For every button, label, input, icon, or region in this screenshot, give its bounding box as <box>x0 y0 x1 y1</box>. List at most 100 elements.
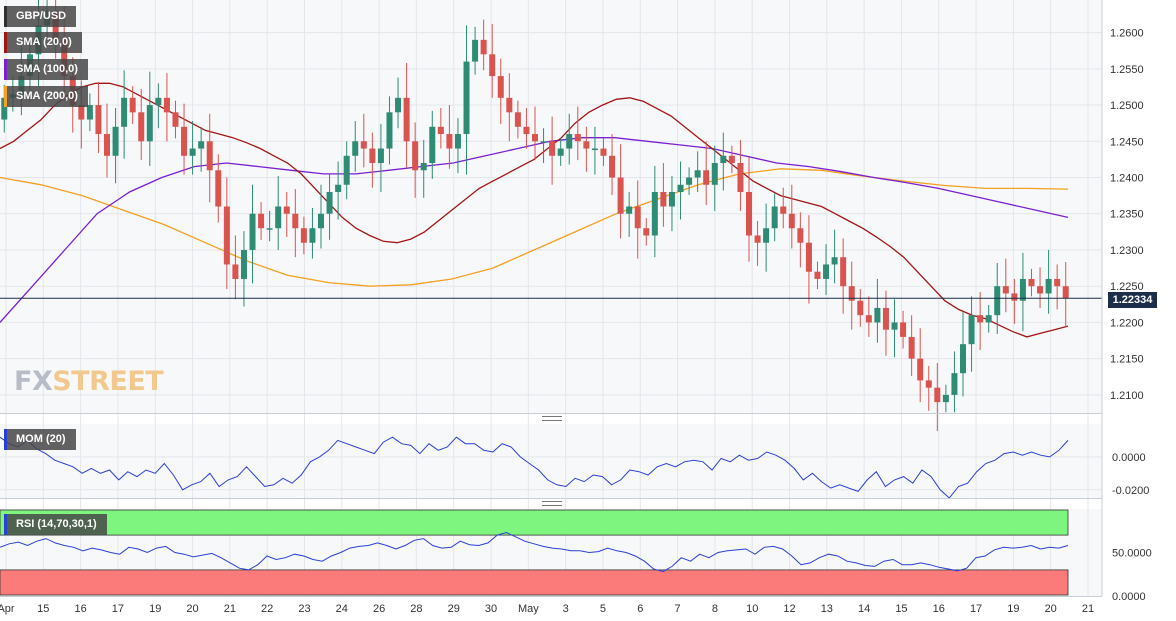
candle-body <box>129 97 136 113</box>
candle-body <box>549 141 556 156</box>
candle <box>917 328 924 403</box>
candle <box>352 121 359 172</box>
candle <box>335 161 342 220</box>
candle <box>1011 278 1018 324</box>
candle-body <box>104 134 110 156</box>
candle-body <box>532 134 538 142</box>
last-price-tag: 1.22334 <box>1108 292 1157 308</box>
candle <box>112 107 119 184</box>
candle-body <box>61 39 68 77</box>
candle-body <box>377 148 384 164</box>
candle <box>848 261 855 330</box>
x-tick-label: May <box>518 603 539 615</box>
candlestick-series <box>1 0 1069 432</box>
x-tick-label: 19 <box>149 603 161 615</box>
candle <box>591 126 598 175</box>
candle-body <box>343 155 350 185</box>
candle-body <box>480 39 487 55</box>
x-axis-labels: Apr 15 16 17 19 20 21 22 23 24 26 28 29 30 May 3 5 6 7 8 10 1… <box>0 603 1094 615</box>
candle-body <box>240 249 247 279</box>
candle <box>283 192 290 237</box>
candle-body <box>266 228 273 230</box>
x-tick-label: 26 <box>373 603 385 615</box>
candle <box>429 110 436 179</box>
candle-body <box>403 97 410 142</box>
candle <box>617 144 624 239</box>
candle <box>874 278 881 343</box>
candle <box>523 107 530 149</box>
candle-body <box>660 192 667 207</box>
candle <box>181 103 188 175</box>
candle-body <box>788 213 795 229</box>
candle-body <box>412 141 419 171</box>
candle-body <box>857 300 864 316</box>
candle <box>823 244 830 295</box>
candle-body <box>780 206 787 214</box>
candle <box>643 218 650 246</box>
watermark-street: STREET <box>52 366 164 397</box>
candle-body <box>506 97 513 113</box>
candle <box>609 134 616 195</box>
candle <box>583 126 590 172</box>
candle <box>489 23 496 98</box>
legend-sma20[interactable]: SMA (20,0) <box>4 32 82 53</box>
candle-body <box>300 228 307 243</box>
candle-body <box>763 228 770 243</box>
candle-body <box>925 380 932 388</box>
legend-sma100[interactable]: SMA (100,0) <box>4 59 88 80</box>
x-tick-label: 12 <box>783 603 795 615</box>
candle-body <box>163 97 170 113</box>
candle <box>1054 264 1061 310</box>
candle-body <box>694 170 701 178</box>
legend-sma20-label: SMA (20,0) <box>16 36 72 48</box>
x-tick-label: 29 <box>448 603 460 615</box>
candle <box>514 100 521 139</box>
mom-y-tick-label: 0.0000 <box>1112 452 1146 464</box>
candle <box>968 296 975 372</box>
price-y-tick-label: 1.2150 <box>1110 354 1144 366</box>
candle-body <box>643 228 650 236</box>
price-y-tick-label: 1.2400 <box>1110 173 1144 185</box>
price-y-tick-label: 1.2500 <box>1110 100 1144 112</box>
candle-body <box>121 97 128 127</box>
candle <box>780 187 787 229</box>
x-tick-label: 13 <box>821 603 833 615</box>
rsi-oversold-zone <box>0 569 1069 596</box>
legend-rsi[interactable]: RSI (14,70,30,1) <box>4 514 107 535</box>
candle-body <box>1011 293 1018 301</box>
candle <box>146 71 153 166</box>
candle <box>1045 249 1052 314</box>
candle <box>703 141 710 206</box>
candle-body <box>703 170 710 185</box>
x-tick-label: 28 <box>410 603 422 615</box>
candle-body <box>626 206 633 214</box>
candle-body <box>146 105 153 142</box>
candle <box>240 231 247 307</box>
pane-resize-handle-mom[interactable] <box>542 416 562 421</box>
candle <box>275 176 282 250</box>
pane-resize-handle-rsi[interactable] <box>542 501 562 506</box>
candle <box>206 113 213 203</box>
candle <box>900 310 907 349</box>
x-tick-label: 21 <box>1082 603 1094 615</box>
candle-body <box>489 54 496 77</box>
candle-body <box>814 271 821 279</box>
candle-body <box>942 394 949 403</box>
candle <box>454 118 461 174</box>
candle-body <box>352 141 359 156</box>
x-tick-label: 30 <box>485 603 497 615</box>
candle-body <box>677 184 684 193</box>
candle-body <box>309 228 316 243</box>
legend-symbol[interactable]: GBP/USD <box>4 6 77 27</box>
candle-body <box>472 39 479 62</box>
candle-body <box>771 206 778 229</box>
candle <box>934 363 941 432</box>
candle <box>728 145 735 174</box>
momentum-line <box>0 436 1069 499</box>
legend-mom[interactable]: MOM (20) <box>4 429 76 450</box>
candle-body <box>874 307 881 323</box>
mom-pane-bg <box>0 424 1102 498</box>
legend-sma200[interactable]: SMA (200,0) <box>4 86 88 107</box>
candle <box>1028 268 1035 297</box>
candle <box>163 73 170 142</box>
